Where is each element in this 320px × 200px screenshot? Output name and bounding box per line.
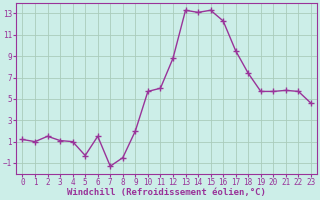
X-axis label: Windchill (Refroidissement éolien,°C): Windchill (Refroidissement éolien,°C): [67, 188, 266, 197]
